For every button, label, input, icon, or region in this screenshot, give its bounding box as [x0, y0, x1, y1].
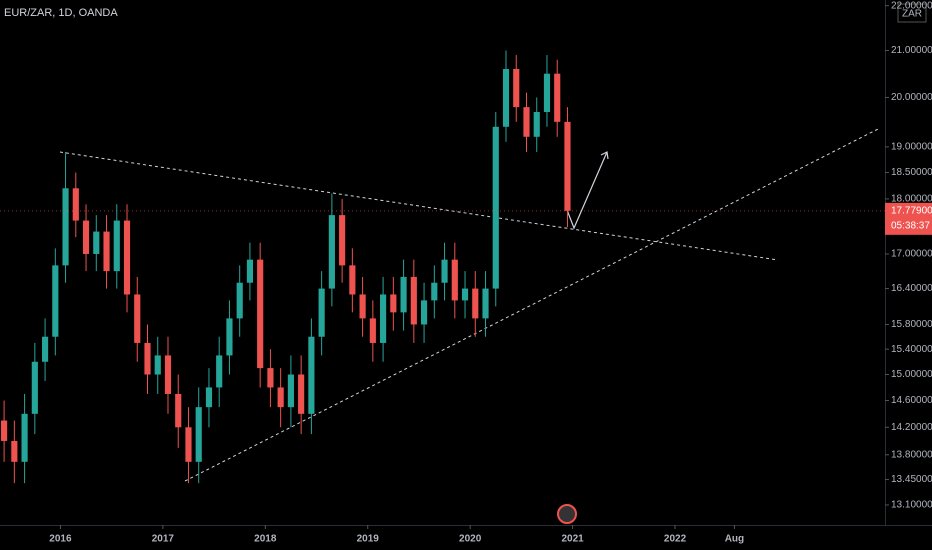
y-tick-label: 14.20000	[891, 422, 932, 433]
candle-body	[287, 374, 294, 408]
x-tick-label: 2021	[561, 534, 584, 545]
candle-body	[277, 387, 284, 408]
candle-body	[267, 368, 274, 388]
candle-body	[113, 220, 120, 272]
candle-body	[339, 215, 346, 266]
candle-body	[349, 265, 356, 295]
candle-body	[543, 73, 551, 113]
candle-body	[318, 288, 325, 337]
arrow	[566, 151, 608, 230]
y-tick-label: 18.50000	[891, 167, 932, 178]
x-tick-label: 2019	[357, 534, 380, 545]
candle-body	[359, 294, 366, 319]
candle-body	[308, 336, 315, 414]
candle-body	[400, 276, 407, 313]
candle-body	[1, 420, 8, 441]
candle-body	[205, 387, 213, 408]
y-tick-label: 15.80000	[891, 319, 932, 330]
y-tick-label: 13.80000	[891, 449, 932, 460]
y-tick-label: 22.00000	[891, 0, 932, 11]
y-tick-label: 14.60000	[891, 395, 932, 406]
y-tick-label: 19.00000	[891, 141, 932, 152]
x-tick-label: 2016	[49, 534, 72, 545]
y-tick-label: 13.45000	[891, 474, 932, 485]
candle-body	[154, 355, 161, 375]
candle-body	[144, 342, 151, 375]
candle-body	[164, 355, 172, 394]
currency-box[interactable]	[897, 3, 927, 23]
candle-body	[175, 393, 182, 428]
candle-body	[236, 282, 243, 319]
candle-body	[41, 336, 49, 362]
last-price-box	[885, 202, 932, 235]
chart-title: EUR/ZAR, 1D, OANDA	[4, 7, 118, 19]
candle-body	[564, 121, 571, 211]
currency: ZAR	[902, 9, 922, 20]
candle-body	[502, 68, 510, 127]
candle-body	[31, 361, 38, 414]
x-tick-label: 2020	[459, 534, 482, 545]
candle-body	[390, 294, 397, 313]
y-tick-label: 13.10000	[891, 500, 932, 511]
candle-body	[226, 318, 233, 356]
candle-body	[134, 294, 141, 343]
candle-body	[461, 288, 469, 301]
candle-body	[513, 68, 520, 108]
candle-body	[441, 259, 448, 283]
countdown: 05:38:37	[891, 220, 930, 231]
y-tick-label: 21.00000	[891, 45, 932, 56]
candle-body	[523, 107, 530, 137]
candle-body	[82, 220, 90, 254]
candle-body	[554, 73, 561, 122]
candle-body	[533, 112, 540, 137]
candle-body	[72, 188, 79, 221]
candle-body	[93, 231, 100, 254]
candle-body	[246, 259, 254, 283]
candle-body	[52, 265, 59, 337]
candle-body	[298, 374, 305, 414]
candle-body	[62, 188, 69, 266]
candle-body	[369, 318, 376, 343]
y-tick-label: 16.40000	[891, 283, 932, 294]
candle-body	[123, 220, 131, 295]
candle-body	[11, 440, 18, 462]
x-tick-label: 2017	[152, 534, 175, 545]
trend-line	[59, 151, 779, 261]
candle-body	[195, 407, 202, 462]
candle-body	[482, 288, 489, 319]
trend-line	[184, 127, 881, 482]
last-price-label: 17.77900	[891, 205, 932, 216]
candle-body	[472, 288, 479, 319]
x-tick-label: Aug	[725, 534, 744, 545]
candle-body	[257, 259, 264, 369]
candle-body	[21, 413, 28, 462]
candle-body	[492, 126, 499, 289]
arrow-head	[600, 151, 609, 160]
y-tick-label: 15.40000	[891, 344, 932, 355]
y-tick-label: 18.00000	[891, 194, 932, 205]
candle-body	[451, 259, 458, 301]
y-tick-label: 15.00000	[891, 369, 932, 380]
candle-body	[103, 231, 110, 272]
event-marker[interactable]	[557, 504, 577, 524]
candle-body	[185, 427, 192, 462]
x-tick-label: 2018	[254, 534, 277, 545]
candle-body	[216, 355, 223, 388]
y-tick-label: 20.00000	[891, 92, 932, 103]
candle-body	[410, 276, 417, 325]
candle-body	[380, 294, 387, 343]
candle-body	[431, 282, 438, 301]
candle-body	[328, 215, 335, 289]
candle-body	[420, 300, 428, 325]
x-tick-label: 2022	[664, 534, 687, 545]
y-tick-label: 17.00000	[891, 249, 932, 260]
